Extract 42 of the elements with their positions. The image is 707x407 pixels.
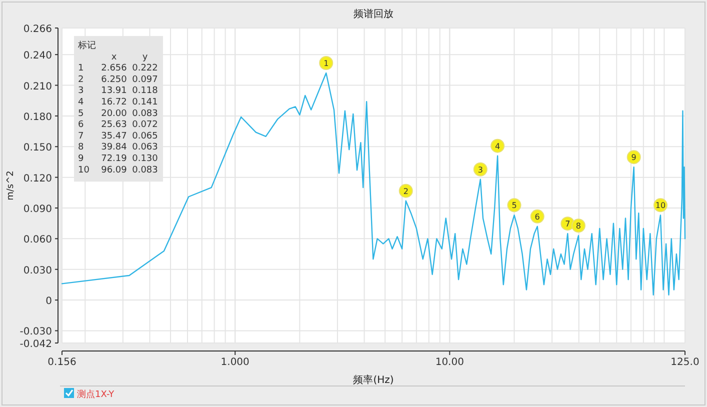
annotation: 2 [403,186,408,196]
annotation: 3 [478,165,483,174]
y-tick-label: 0.266 [23,24,52,35]
legend-label: 测点1X-Y [77,389,115,400]
y-tick-label: 0.120 [23,173,52,184]
y-tick-label: 0.240 [23,50,52,62]
text: 3 13.91 0.118 [78,86,158,96]
x-tick-label: 10.00 [435,357,464,368]
annotation: 6 [534,212,540,222]
annotation: 1 [324,59,329,68]
text: 2 6.250 0.097 [78,74,158,85]
text: x y [111,52,148,62]
text: 10 96.09 0.083 [78,165,158,176]
x-tick-label: 0.156 [48,357,76,368]
text: 5 20.00 0.083 [78,108,158,119]
y-tick-label: -0.030 [20,326,52,338]
y-tick-label: 0.030 [23,265,52,276]
text: 8 39.84 0.063 [78,142,158,153]
annotation: 标记 [77,40,96,51]
y-tick-label: 0.150 [23,142,52,154]
y-tick-label: 0 [46,296,52,308]
text: 1 2.656 0.222 [78,64,158,74]
y-axis-title: m/s^2 [6,170,16,200]
annotation: 9 [631,153,636,162]
y-tick-label: 0.090 [23,204,52,215]
annotation: 5 [512,201,517,210]
chart-title: 频谱回放 [354,8,394,20]
x-axis-title: 频率(Hz) [353,374,394,386]
y-tick-label: 0.180 [23,112,52,123]
annotation: 8 [576,222,582,231]
text: 9 72.19 0.130 [78,154,158,164]
annotation: 10 [655,201,666,210]
annotation: 7 [565,220,570,229]
text: 4 16.72 0.141 [78,98,158,108]
annotation: 4 [495,142,500,151]
x-tick-label: 1.000 [220,357,250,368]
y-tick-label: -0.042 [20,339,52,350]
text: 7 35.47 0.065 [78,131,158,142]
x-tick-label: 125.0 [670,357,700,368]
text: 6 25.63 0.072 [78,120,158,130]
y-tick-label: 0.210 [23,81,52,92]
y-tick-label: 0.060 [23,234,52,246]
